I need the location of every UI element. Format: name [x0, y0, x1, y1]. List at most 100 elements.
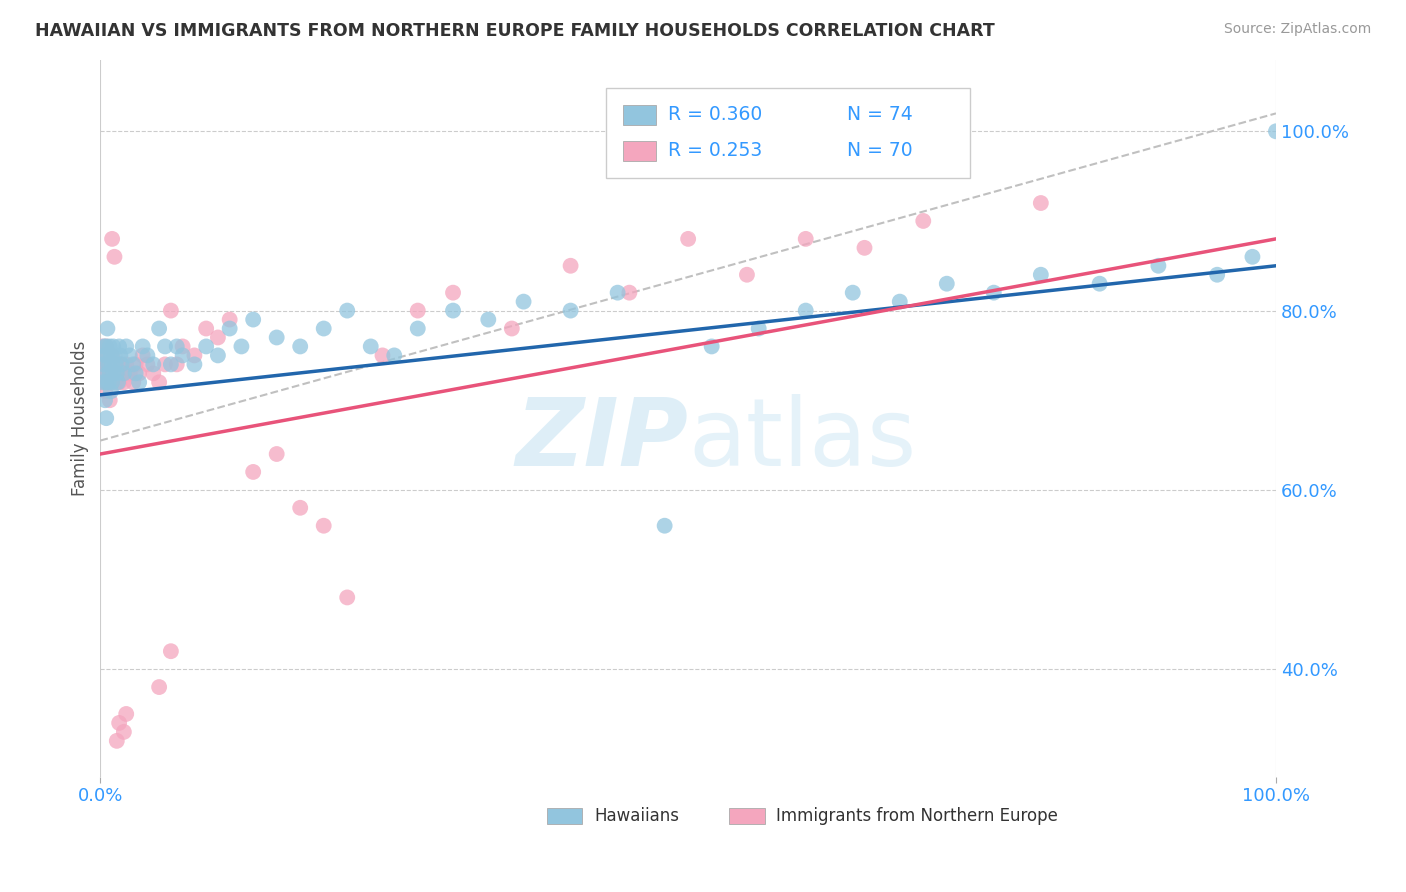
Point [96, 367, 118, 381]
Point [110, 357, 132, 371]
Point [101, 376, 124, 390]
Point [101, 357, 124, 371]
Point [103, 367, 125, 381]
Point [441, 303, 464, 318]
Point [96, 321, 118, 335]
Point [336, 303, 359, 318]
Point [172, 348, 194, 362]
Point [103, 339, 125, 353]
Point [101, 367, 124, 381]
Point [501, 321, 523, 335]
Point [266, 447, 288, 461]
Point [122, 376, 145, 390]
Point [104, 357, 127, 371]
Point [148, 321, 170, 335]
Point [93, 357, 115, 371]
Point [107, 367, 129, 381]
Point [312, 321, 335, 335]
Point [105, 367, 128, 381]
Point [1147, 259, 1170, 273]
Point [160, 303, 183, 318]
Text: Hawaiians: Hawaiians [595, 807, 679, 825]
Point [101, 232, 124, 246]
Point [794, 303, 817, 318]
Point [1241, 250, 1264, 264]
FancyBboxPatch shape [730, 808, 765, 824]
Point [107, 376, 129, 390]
Point [935, 277, 957, 291]
Point [103, 357, 125, 371]
Point [90, 357, 112, 371]
FancyBboxPatch shape [623, 141, 657, 161]
Point [142, 357, 165, 371]
Point [131, 348, 153, 362]
Point [108, 339, 131, 353]
Point [115, 706, 138, 721]
Point [124, 357, 146, 371]
Point [560, 303, 582, 318]
Point [112, 367, 135, 381]
Point [96, 339, 118, 353]
Point [1206, 268, 1229, 282]
Point [100, 357, 122, 371]
Point [115, 339, 138, 353]
Point [96, 348, 118, 362]
Point [160, 357, 183, 371]
FancyBboxPatch shape [547, 808, 582, 824]
Point [382, 348, 405, 362]
Point [153, 339, 176, 353]
Point [124, 367, 146, 381]
FancyBboxPatch shape [606, 88, 970, 178]
Point [94, 393, 117, 408]
Point [242, 312, 264, 326]
Point [118, 348, 141, 362]
Point [1029, 196, 1052, 211]
Point [98, 367, 121, 381]
Point [889, 294, 911, 309]
Point [110, 357, 132, 371]
Point [98, 367, 121, 381]
Point [101, 348, 124, 362]
Point [105, 734, 128, 748]
Point [142, 367, 165, 381]
Point [128, 367, 150, 381]
Text: ZIP: ZIP [515, 393, 688, 485]
Text: R = 0.360: R = 0.360 [668, 105, 762, 124]
Point [94, 357, 117, 371]
Point [842, 285, 865, 300]
Point [166, 357, 188, 371]
Point [371, 348, 394, 362]
Point [136, 348, 159, 362]
Point [100, 376, 122, 390]
Point [183, 348, 205, 362]
Point [218, 312, 240, 326]
Point [103, 348, 125, 362]
Point [195, 339, 218, 353]
Point [131, 339, 153, 353]
Point [1265, 124, 1288, 138]
Point [406, 303, 429, 318]
FancyBboxPatch shape [623, 104, 657, 125]
Point [108, 715, 131, 730]
Point [290, 500, 312, 515]
Point [96, 348, 118, 362]
Point [266, 330, 288, 344]
Point [160, 644, 183, 658]
Point [91, 376, 114, 390]
Point [97, 357, 120, 371]
Point [153, 357, 176, 371]
Point [104, 376, 127, 390]
Point [96, 376, 118, 390]
Point [360, 339, 382, 353]
Point [700, 339, 723, 353]
Point [441, 285, 464, 300]
Point [312, 518, 335, 533]
Point [98, 339, 121, 353]
Point [128, 376, 150, 390]
Text: atlas: atlas [688, 393, 917, 485]
Text: N = 70: N = 70 [846, 141, 912, 161]
Point [560, 259, 582, 273]
Text: Immigrants from Northern Europe: Immigrants from Northern Europe [776, 807, 1059, 825]
Point [91, 339, 114, 353]
Text: Source: ZipAtlas.com: Source: ZipAtlas.com [1223, 22, 1371, 37]
